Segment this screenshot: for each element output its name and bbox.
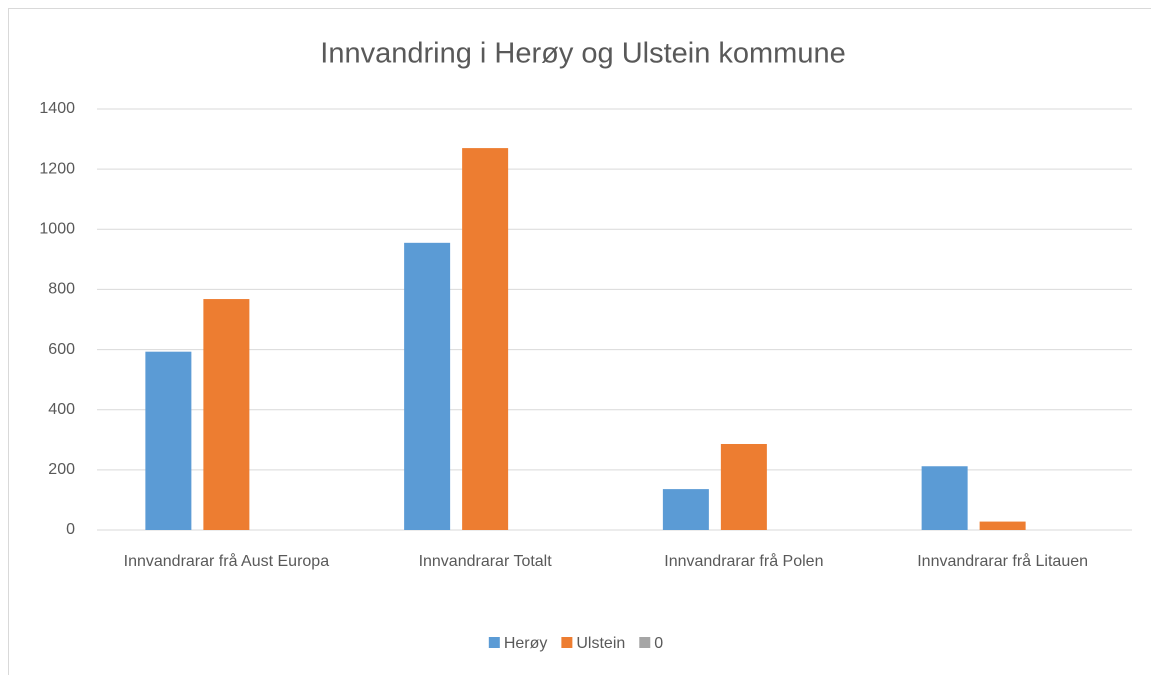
x-tick-label: Innvandrarar frå Aust Europa bbox=[123, 553, 330, 570]
y-tick-label: 800 bbox=[48, 281, 75, 298]
y-tick-label: 400 bbox=[48, 401, 75, 418]
legend-swatch bbox=[639, 637, 651, 648]
chart-title: Innvandring i Herøy og Ulstein kommune bbox=[320, 38, 845, 70]
bar bbox=[921, 466, 968, 530]
y-tick-label: 0 bbox=[66, 521, 75, 538]
bar bbox=[662, 489, 709, 530]
x-tick-label: Innvandrarar Totalt bbox=[418, 553, 552, 570]
bar bbox=[404, 242, 451, 530]
bar bbox=[203, 299, 250, 530]
legend-label: Ulstein bbox=[576, 635, 625, 652]
bar bbox=[720, 443, 767, 530]
y-tick-label: 1000 bbox=[39, 221, 75, 238]
legend-label: 0 bbox=[654, 635, 663, 652]
x-tick-label: Innvandrarar frå Polen bbox=[664, 553, 824, 570]
y-tick-label: 600 bbox=[48, 341, 75, 358]
bar bbox=[979, 521, 1026, 530]
y-tick-label: 1400 bbox=[39, 100, 75, 117]
x-tick-label: Innvandrarar frå Litauen bbox=[917, 553, 1089, 570]
chart-border bbox=[8, 8, 1151, 675]
legend-label: Herøy bbox=[504, 635, 548, 652]
y-tick-label: 200 bbox=[48, 461, 75, 478]
legend-swatch bbox=[561, 637, 573, 648]
legend-swatch bbox=[488, 637, 500, 648]
bar bbox=[145, 351, 192, 530]
y-tick-label: 1200 bbox=[39, 160, 75, 177]
bar bbox=[462, 148, 509, 531]
